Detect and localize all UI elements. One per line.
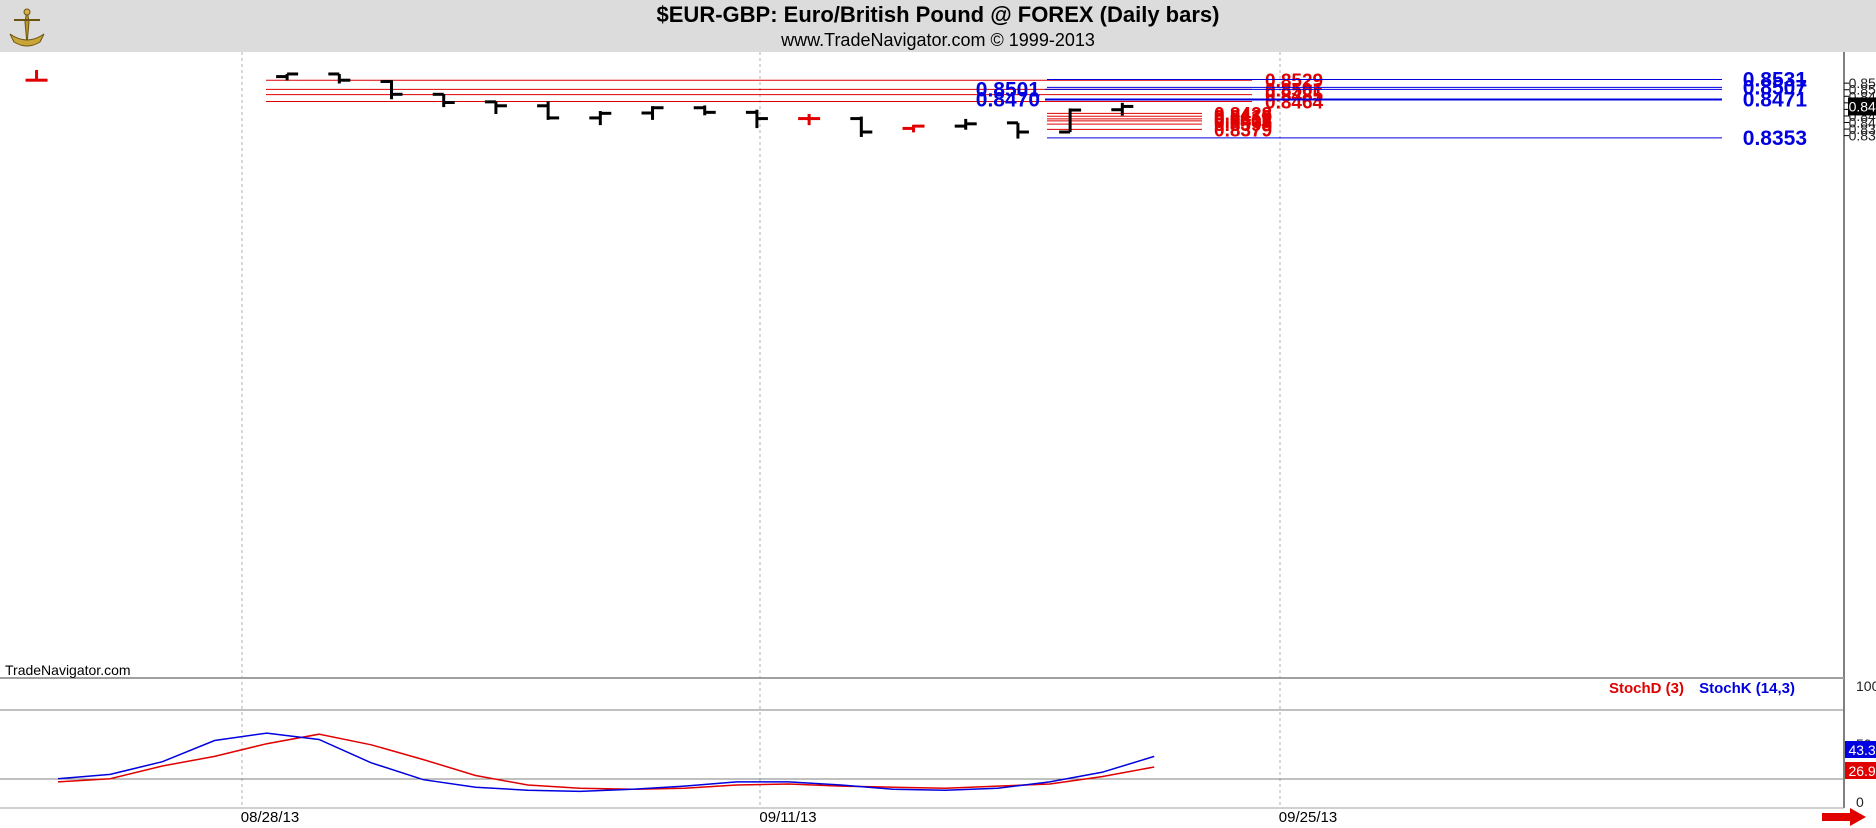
legend-stochD: StochD (3): [1609, 680, 1684, 697]
y-tick-label: 0.8520: [1849, 75, 1876, 91]
stoch-y-tick-label: 0: [1856, 794, 1864, 810]
y-tick-label: 0.8360: [1849, 128, 1876, 144]
last-price-label: 0.8449: [1849, 98, 1876, 114]
legend-stochK: StochK (14,3): [1699, 680, 1795, 697]
grid-layer: [241, 52, 1281, 808]
y-tick-label: 0.8400: [1849, 115, 1876, 131]
x-tick-label: 08/28/13: [241, 809, 299, 826]
axes: 08/28/1309/11/1309/25/130.85200.85000.84…: [241, 52, 1876, 826]
y-tick-label: 0.8500: [1849, 82, 1876, 98]
blue-level-left-label: 0.8470: [976, 89, 1040, 112]
blue-level-label: 0.8353: [1743, 127, 1807, 150]
stochD-last-box: [1845, 762, 1876, 779]
y-tick-label: 0.8380: [1849, 121, 1876, 137]
red-level-label: 0.8464: [1265, 93, 1324, 114]
red-level-label: 0.8485: [1265, 86, 1324, 107]
stoch-y-tick-label: 100: [1856, 678, 1876, 694]
chart-header: $EUR-GBP: Euro/British Pound @ FOREX (Da…: [0, 0, 1876, 52]
blue-level-label: 0.8531: [1743, 69, 1808, 92]
stochastic-panel: 100500StochD (3)StochK (14,3)43.3526.99: [0, 677, 1876, 810]
levels-layer: 0.85290.85010.84850.84640.84280.84190.84…: [266, 69, 1807, 150]
price-bars: [25, 70, 1134, 139]
blue-level-left-label: 0.8501: [976, 78, 1041, 101]
watermark: TradeNavigator.com: [5, 662, 131, 678]
stochK-last-box: [1845, 741, 1876, 758]
x-tick-label: 09/25/13: [1279, 809, 1337, 826]
red-level-label: 0.8405: [1214, 112, 1273, 133]
stochD-line: [57, 733, 1155, 791]
last-price-box: [1848, 97, 1876, 116]
red-level-label: 0.8428: [1214, 104, 1272, 125]
x-tick-label: 09/11/13: [759, 809, 816, 826]
red-level-label: 0.8501: [1265, 80, 1324, 101]
blue-level-label: 0.8507: [1743, 76, 1807, 99]
price-panel-bg: [0, 52, 1844, 678]
stochK-line: [57, 732, 1155, 793]
blue-level-label: 0.8471: [1743, 89, 1808, 112]
red-level-label: 0.8411: [1214, 110, 1271, 131]
chart-title: $EUR-GBP: Euro/British Pound @ FOREX (Da…: [656, 2, 1220, 27]
red-level-label: 0.8419: [1214, 107, 1272, 128]
red-level-label: 0.8395: [1214, 115, 1273, 136]
red-level-label: 0.8379: [1214, 120, 1272, 141]
stochK-last-label: 43.35: [1848, 742, 1876, 758]
stochD-last-label: 26.99: [1848, 763, 1876, 779]
scroll-right-arrow-icon[interactable]: [1822, 808, 1866, 826]
ship-wheel-logo-icon: [9, 8, 45, 47]
chart-subtitle: www.TradeNavigator.com © 1999-2013: [781, 30, 1095, 50]
